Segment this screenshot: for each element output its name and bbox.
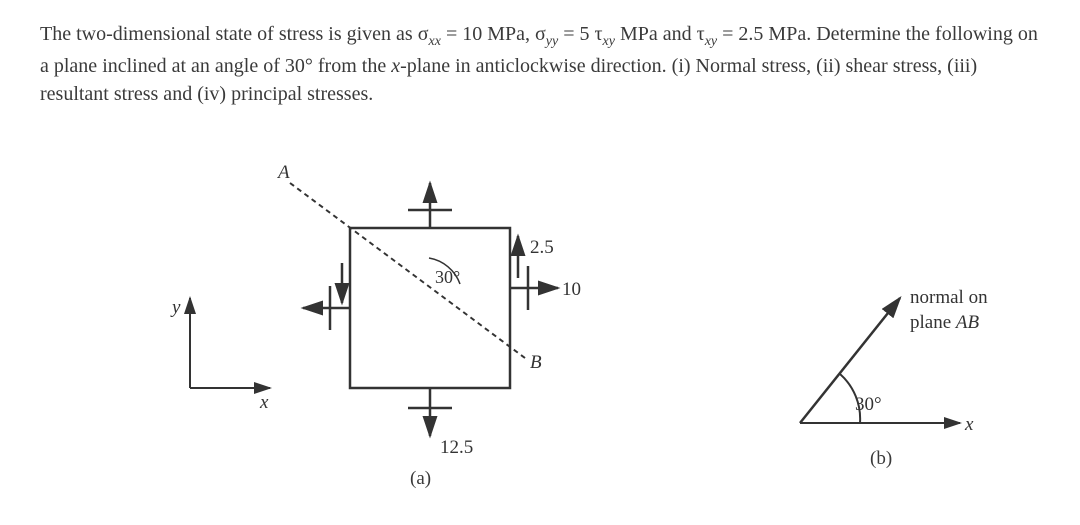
figure-b-svg: x 30° normal on plane AB [760, 258, 1020, 468]
figure-b: x 30° normal on plane AB (b) [760, 258, 1020, 488]
normal-label-1: normal on [910, 287, 988, 308]
figure-a-svg: y x A B 30° 12.5 [160, 128, 640, 498]
axis-x-label: x [259, 392, 269, 413]
figure-b-caption: (b) [870, 448, 892, 470]
point-b-label: B [530, 352, 542, 373]
problem-statement: The two-dimensional state of stress is g… [40, 20, 1040, 108]
text-eq2: = 5 [558, 23, 594, 45]
angle-label-a: 30° [435, 267, 460, 287]
right-normal-label: 10 [562, 279, 581, 300]
figure-a: y x A B 30° 12.5 [160, 128, 640, 498]
sub-yy: yy [546, 34, 558, 49]
axis-x-label-b: x [964, 414, 974, 435]
sigma-yy: σ [535, 23, 546, 45]
normal-line-b [800, 298, 900, 423]
text-eq3: MPa and [615, 23, 697, 45]
tau-xy1: τ [595, 23, 603, 45]
normal-label-2: plane AB [910, 312, 980, 333]
figure-a-caption: (a) [410, 468, 431, 490]
point-a-label: A [276, 162, 290, 183]
figures-container: y x A B 30° 12.5 [40, 128, 1040, 508]
x-var: x [391, 55, 400, 77]
tau-xy2: τ [697, 23, 705, 45]
angle-label-b: 30° [855, 394, 882, 415]
text-p1: The two-dimensional state of stress is g… [40, 23, 418, 45]
sub-xy2: xy [705, 34, 717, 49]
sub-xy1: xy [603, 34, 615, 49]
sigma-xx: σ [418, 23, 429, 45]
top-shear-label: 2.5 [530, 237, 554, 258]
axis-y-label: y [170, 297, 181, 318]
inclined-plane-line [290, 183, 525, 358]
text-eq1: = 10 MPa, [441, 23, 535, 45]
stress-element [350, 228, 510, 388]
bottom-load-label: 12.5 [440, 437, 473, 458]
sub-xx: xx [429, 34, 441, 49]
